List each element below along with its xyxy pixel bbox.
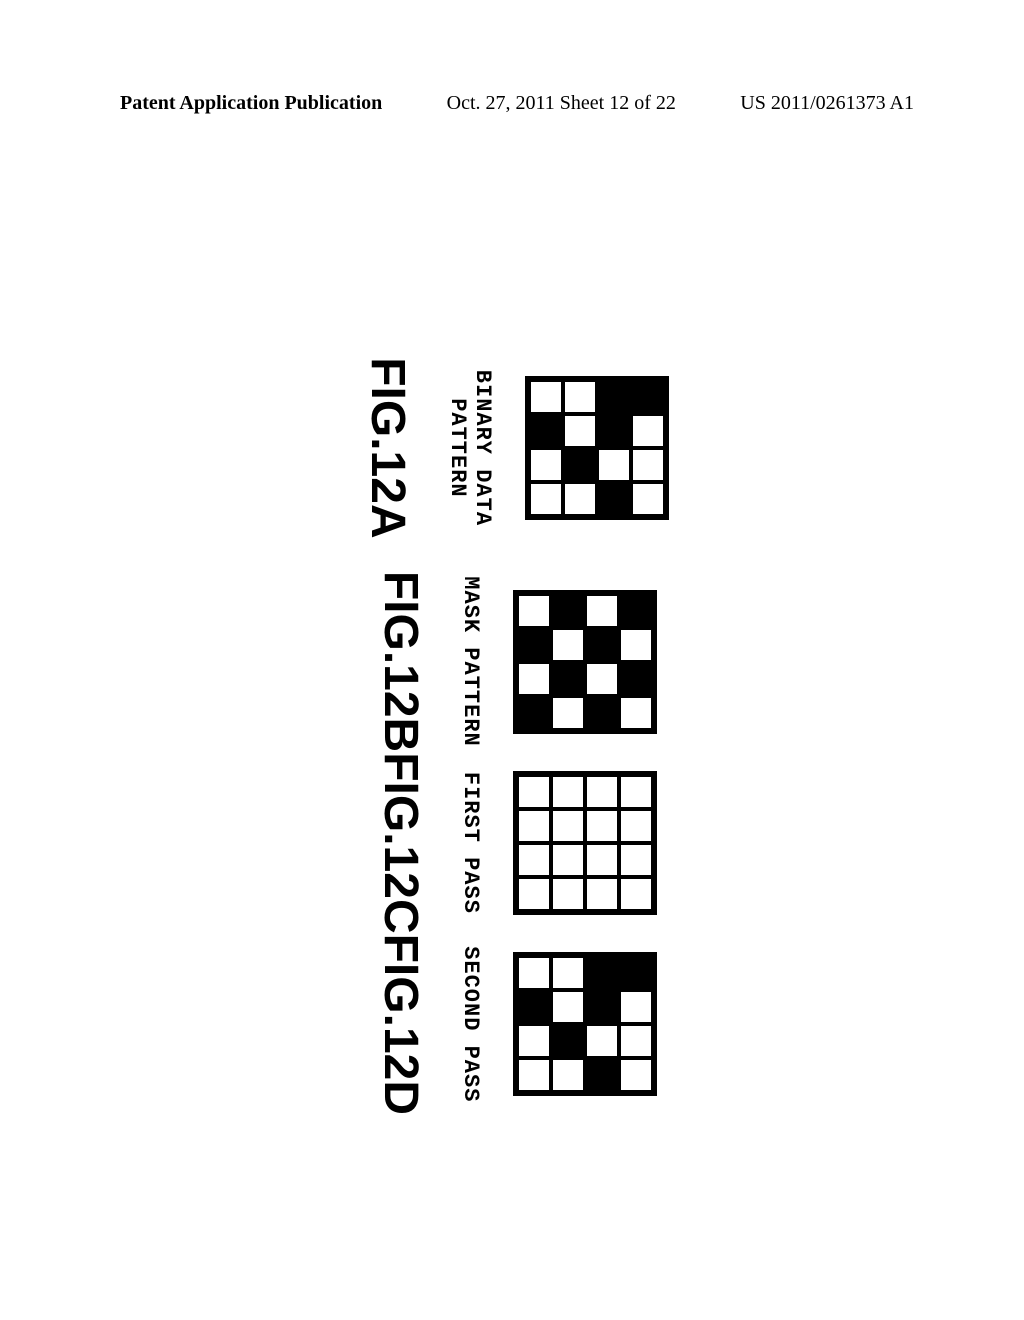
header-left: Patent Application Publication <box>120 92 382 115</box>
grid-cell <box>551 843 585 877</box>
grid-cell <box>619 877 653 911</box>
grid-cell <box>517 594 551 628</box>
grid-cell <box>619 1024 653 1058</box>
grid-1 <box>513 590 657 734</box>
grid-cell <box>585 877 619 911</box>
grid-cell <box>517 1058 551 1092</box>
grid-cell <box>564 380 598 414</box>
header-center: Oct. 27, 2011 Sheet 12 of 22 <box>447 92 676 115</box>
grid-cell <box>619 594 653 628</box>
figure-number: FIG.12B <box>373 571 428 752</box>
figure-number: FIG.12C <box>373 752 428 933</box>
grid-cell <box>517 843 551 877</box>
grid-cell <box>551 809 585 843</box>
grid-cell <box>564 482 598 516</box>
grid-0 <box>526 376 670 520</box>
grid-cell <box>619 956 653 990</box>
grid-cell <box>517 990 551 1024</box>
grid-cell <box>619 843 653 877</box>
grid-3 <box>513 952 657 1096</box>
grid-cell <box>551 628 585 662</box>
grid-cell <box>517 877 551 911</box>
grid-cell <box>517 956 551 990</box>
grid-cell <box>598 448 632 482</box>
grid-cell <box>619 628 653 662</box>
grid-cell <box>530 380 564 414</box>
grid-cell <box>530 414 564 448</box>
grid-cell <box>632 482 666 516</box>
figure-panel-2: FIRST PASS FIG.12C <box>373 752 657 933</box>
grid-cell <box>517 628 551 662</box>
grid-cell <box>517 696 551 730</box>
grid-cell <box>517 1024 551 1058</box>
grid-cell <box>585 662 619 696</box>
grid-cell <box>632 448 666 482</box>
figure-number: FIG.12A <box>361 357 416 538</box>
grid-cell <box>619 809 653 843</box>
grid-cell <box>619 775 653 809</box>
grid-cell <box>551 696 585 730</box>
grid-cell <box>619 662 653 696</box>
grid-cell <box>619 1058 653 1092</box>
grid-2 <box>513 771 657 915</box>
grid-cell <box>585 809 619 843</box>
grid-cell <box>585 956 619 990</box>
figure-panel-1: MASK PATTERN FIG.12B <box>373 571 657 752</box>
page-header: Patent Application Publication Oct. 27, … <box>0 92 1024 115</box>
grid-cell <box>585 990 619 1024</box>
grid-cell <box>551 1058 585 1092</box>
grid-cell <box>585 696 619 730</box>
figure-row: BINARY DATA PATTERN FIG.12A MASK PATTERN FI… <box>0 325 1024 1115</box>
grid-cell <box>632 380 666 414</box>
grid-cell <box>551 877 585 911</box>
grid-cell <box>517 775 551 809</box>
grid-cell <box>598 482 632 516</box>
grid-cell <box>551 662 585 696</box>
figure-caption: MASK PATTERN <box>458 576 483 746</box>
header-right: US 2011/0261373 A1 <box>740 92 914 115</box>
grid-cell <box>585 628 619 662</box>
grid-cell <box>585 1024 619 1058</box>
grid-cell <box>619 990 653 1024</box>
grid-cell <box>619 696 653 730</box>
figure-panel-0: BINARY DATA PATTERN FIG.12A <box>361 325 670 571</box>
grid-cell <box>551 1024 585 1058</box>
grid-cell <box>517 662 551 696</box>
grid-cell <box>530 482 564 516</box>
grid-cell <box>530 448 564 482</box>
grid-cell <box>598 380 632 414</box>
grid-cell <box>551 775 585 809</box>
grid-cell <box>585 1058 619 1092</box>
grid-cell <box>585 594 619 628</box>
grid-cell <box>598 414 632 448</box>
figure-caption: FIRST PASS <box>458 772 483 914</box>
grid-cell <box>551 990 585 1024</box>
figure-content: BINARY DATA PATTERN FIG.12A MASK PATTERN FI… <box>0 325 1024 1115</box>
grid-cell <box>551 956 585 990</box>
grid-cell <box>585 843 619 877</box>
figure-panel-3: SECOND PASS FIG.12D <box>373 934 657 1115</box>
grid-cell <box>564 414 598 448</box>
grid-cell <box>517 809 551 843</box>
figure-number: FIG.12D <box>373 934 428 1115</box>
grid-cell <box>632 414 666 448</box>
grid-cell <box>585 775 619 809</box>
figure-caption: SECOND PASS <box>458 946 483 1102</box>
grid-cell <box>551 594 585 628</box>
grid-cell <box>564 448 598 482</box>
figure-caption: BINARY DATA PATTERN <box>446 325 496 571</box>
